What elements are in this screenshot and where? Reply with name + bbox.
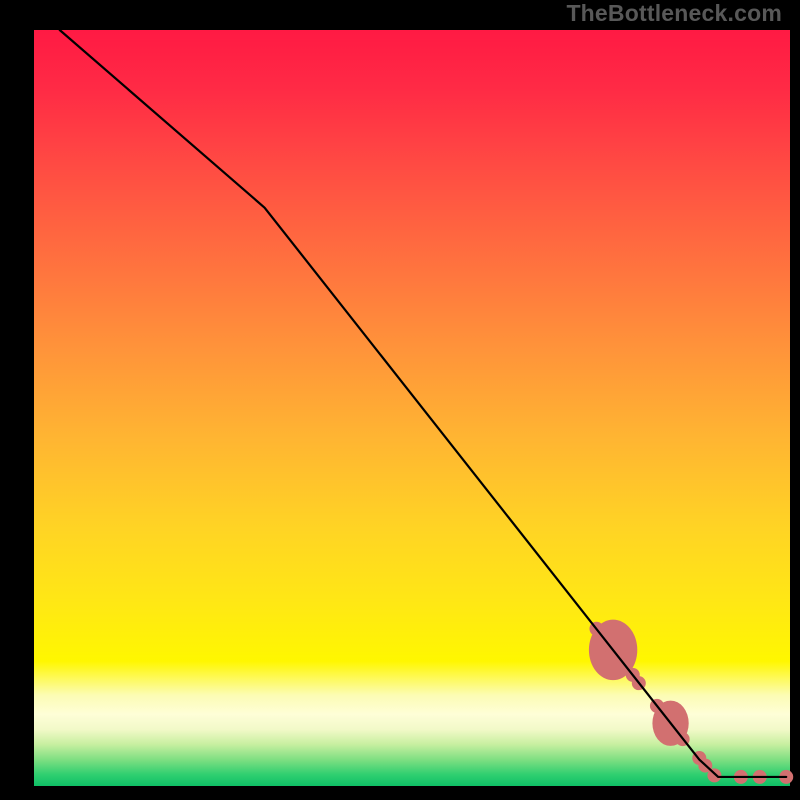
bottleneck-chart — [0, 0, 800, 800]
data-marker — [707, 768, 721, 782]
watermark-text: TheBottleneck.com — [566, 0, 782, 27]
plot-background — [34, 30, 790, 786]
